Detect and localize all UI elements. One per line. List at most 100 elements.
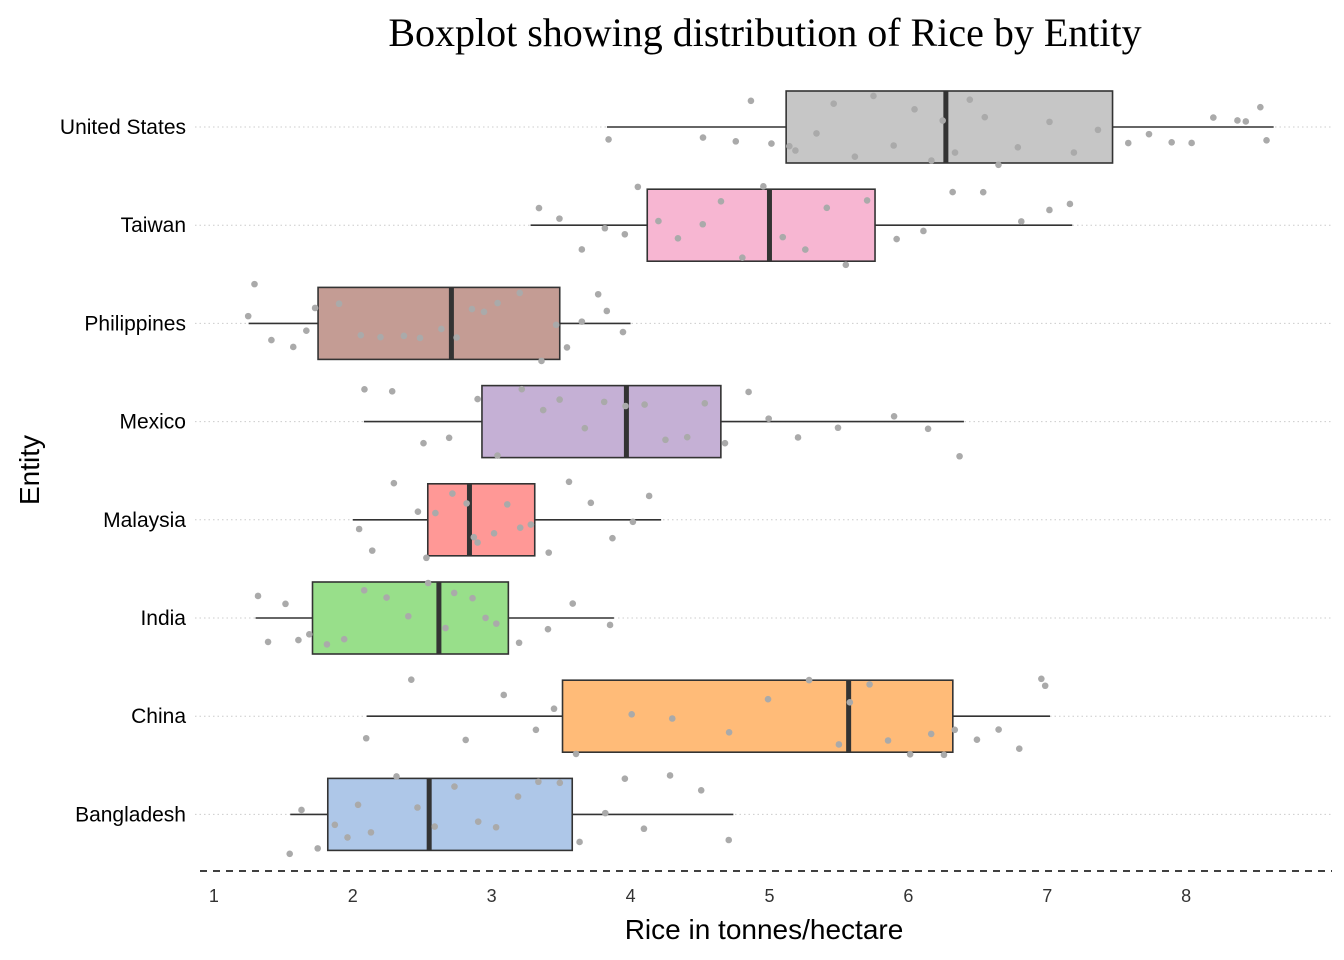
data-point (739, 254, 746, 262)
x-tick-label: 2 (348, 886, 358, 906)
data-point (939, 117, 946, 124)
data-point (424, 579, 432, 587)
data-point (1234, 117, 1241, 124)
x-tick-label: 7 (1042, 886, 1052, 906)
data-point (956, 452, 963, 460)
data-point (286, 850, 294, 858)
data-point (354, 801, 362, 809)
box-philippines (244, 280, 631, 365)
data-point (823, 204, 831, 212)
box-mexico (361, 384, 964, 460)
data-point (311, 304, 319, 312)
x-tick-label: 8 (1181, 886, 1191, 906)
data-point (949, 188, 956, 196)
data-point (420, 439, 427, 447)
y-tick-label-bangladesh: Bangladesh (75, 803, 186, 826)
data-point (295, 636, 302, 644)
box-china (362, 675, 1051, 759)
data-point (1145, 130, 1153, 138)
data-point (834, 424, 842, 432)
box-iqr (481, 384, 722, 459)
x-tick-label: 3 (487, 886, 497, 906)
data-point (515, 639, 523, 647)
data-point (340, 635, 348, 643)
data-point (764, 695, 772, 703)
data-point (377, 333, 384, 341)
data-point (407, 676, 415, 683)
box-iqr (426, 482, 536, 557)
data-point (603, 307, 611, 315)
data-point (323, 641, 331, 648)
data-point (581, 424, 589, 432)
data-point (453, 334, 460, 341)
data-point (1046, 118, 1053, 126)
data-point (717, 198, 725, 205)
y-tick-label-china: China (131, 705, 186, 728)
data-point (556, 779, 564, 787)
data-point (344, 834, 351, 841)
data-point (802, 246, 809, 253)
data-point (701, 400, 709, 407)
data-point (1094, 126, 1102, 134)
data-point (792, 147, 799, 154)
data-point (995, 726, 1002, 733)
data-point (666, 772, 674, 779)
data-point (645, 492, 653, 500)
data-point (400, 332, 408, 340)
x-tick-label: 4 (626, 886, 636, 906)
box-iqr (785, 90, 1114, 164)
data-point (518, 385, 526, 393)
x-tick-label: 1 (209, 886, 219, 906)
data-point (619, 328, 627, 336)
data-point (578, 246, 586, 253)
box-bangladesh (286, 772, 734, 858)
data-point (563, 344, 571, 351)
data-point (981, 113, 989, 121)
data-point (1015, 745, 1023, 753)
data-point (468, 305, 476, 313)
data-point (500, 691, 508, 699)
data-point (556, 215, 563, 222)
data-point (1124, 139, 1132, 147)
data-point (576, 838, 583, 846)
data-point (668, 715, 676, 722)
data-point (414, 508, 422, 516)
data-point (601, 224, 609, 232)
data-point (863, 197, 871, 204)
x-axis-label: Rice in tonnes/hectare (625, 914, 904, 945)
data-point (640, 825, 648, 833)
data-point (532, 726, 540, 734)
data-point (535, 204, 543, 212)
data-point (493, 620, 500, 627)
data-point (634, 183, 642, 191)
data-point (1168, 138, 1175, 146)
data-point (683, 433, 691, 441)
y-tick-label-united-states: United States (60, 116, 186, 139)
data-point (951, 726, 959, 734)
data-point (1188, 139, 1195, 147)
data-point (282, 600, 289, 608)
data-point (314, 845, 321, 852)
data-point (786, 142, 793, 150)
data-point (641, 401, 648, 408)
data-point (552, 321, 560, 329)
data-point (605, 136, 612, 143)
data-point (306, 630, 313, 638)
data-point (920, 227, 927, 235)
data-point (268, 336, 275, 344)
data-point (362, 734, 370, 742)
y-tick-label-malaysia: Malaysia (103, 509, 186, 532)
data-point (405, 612, 412, 620)
data-point (516, 289, 524, 297)
data-point (884, 737, 892, 744)
data-point (1018, 218, 1025, 225)
data-point (480, 308, 488, 316)
data-point (1263, 137, 1270, 144)
box-malaysia (352, 478, 662, 562)
data-point (414, 804, 421, 811)
data-point (1041, 682, 1049, 690)
data-point (893, 235, 900, 243)
data-point (445, 434, 453, 442)
x-tick-label: 5 (764, 886, 774, 906)
